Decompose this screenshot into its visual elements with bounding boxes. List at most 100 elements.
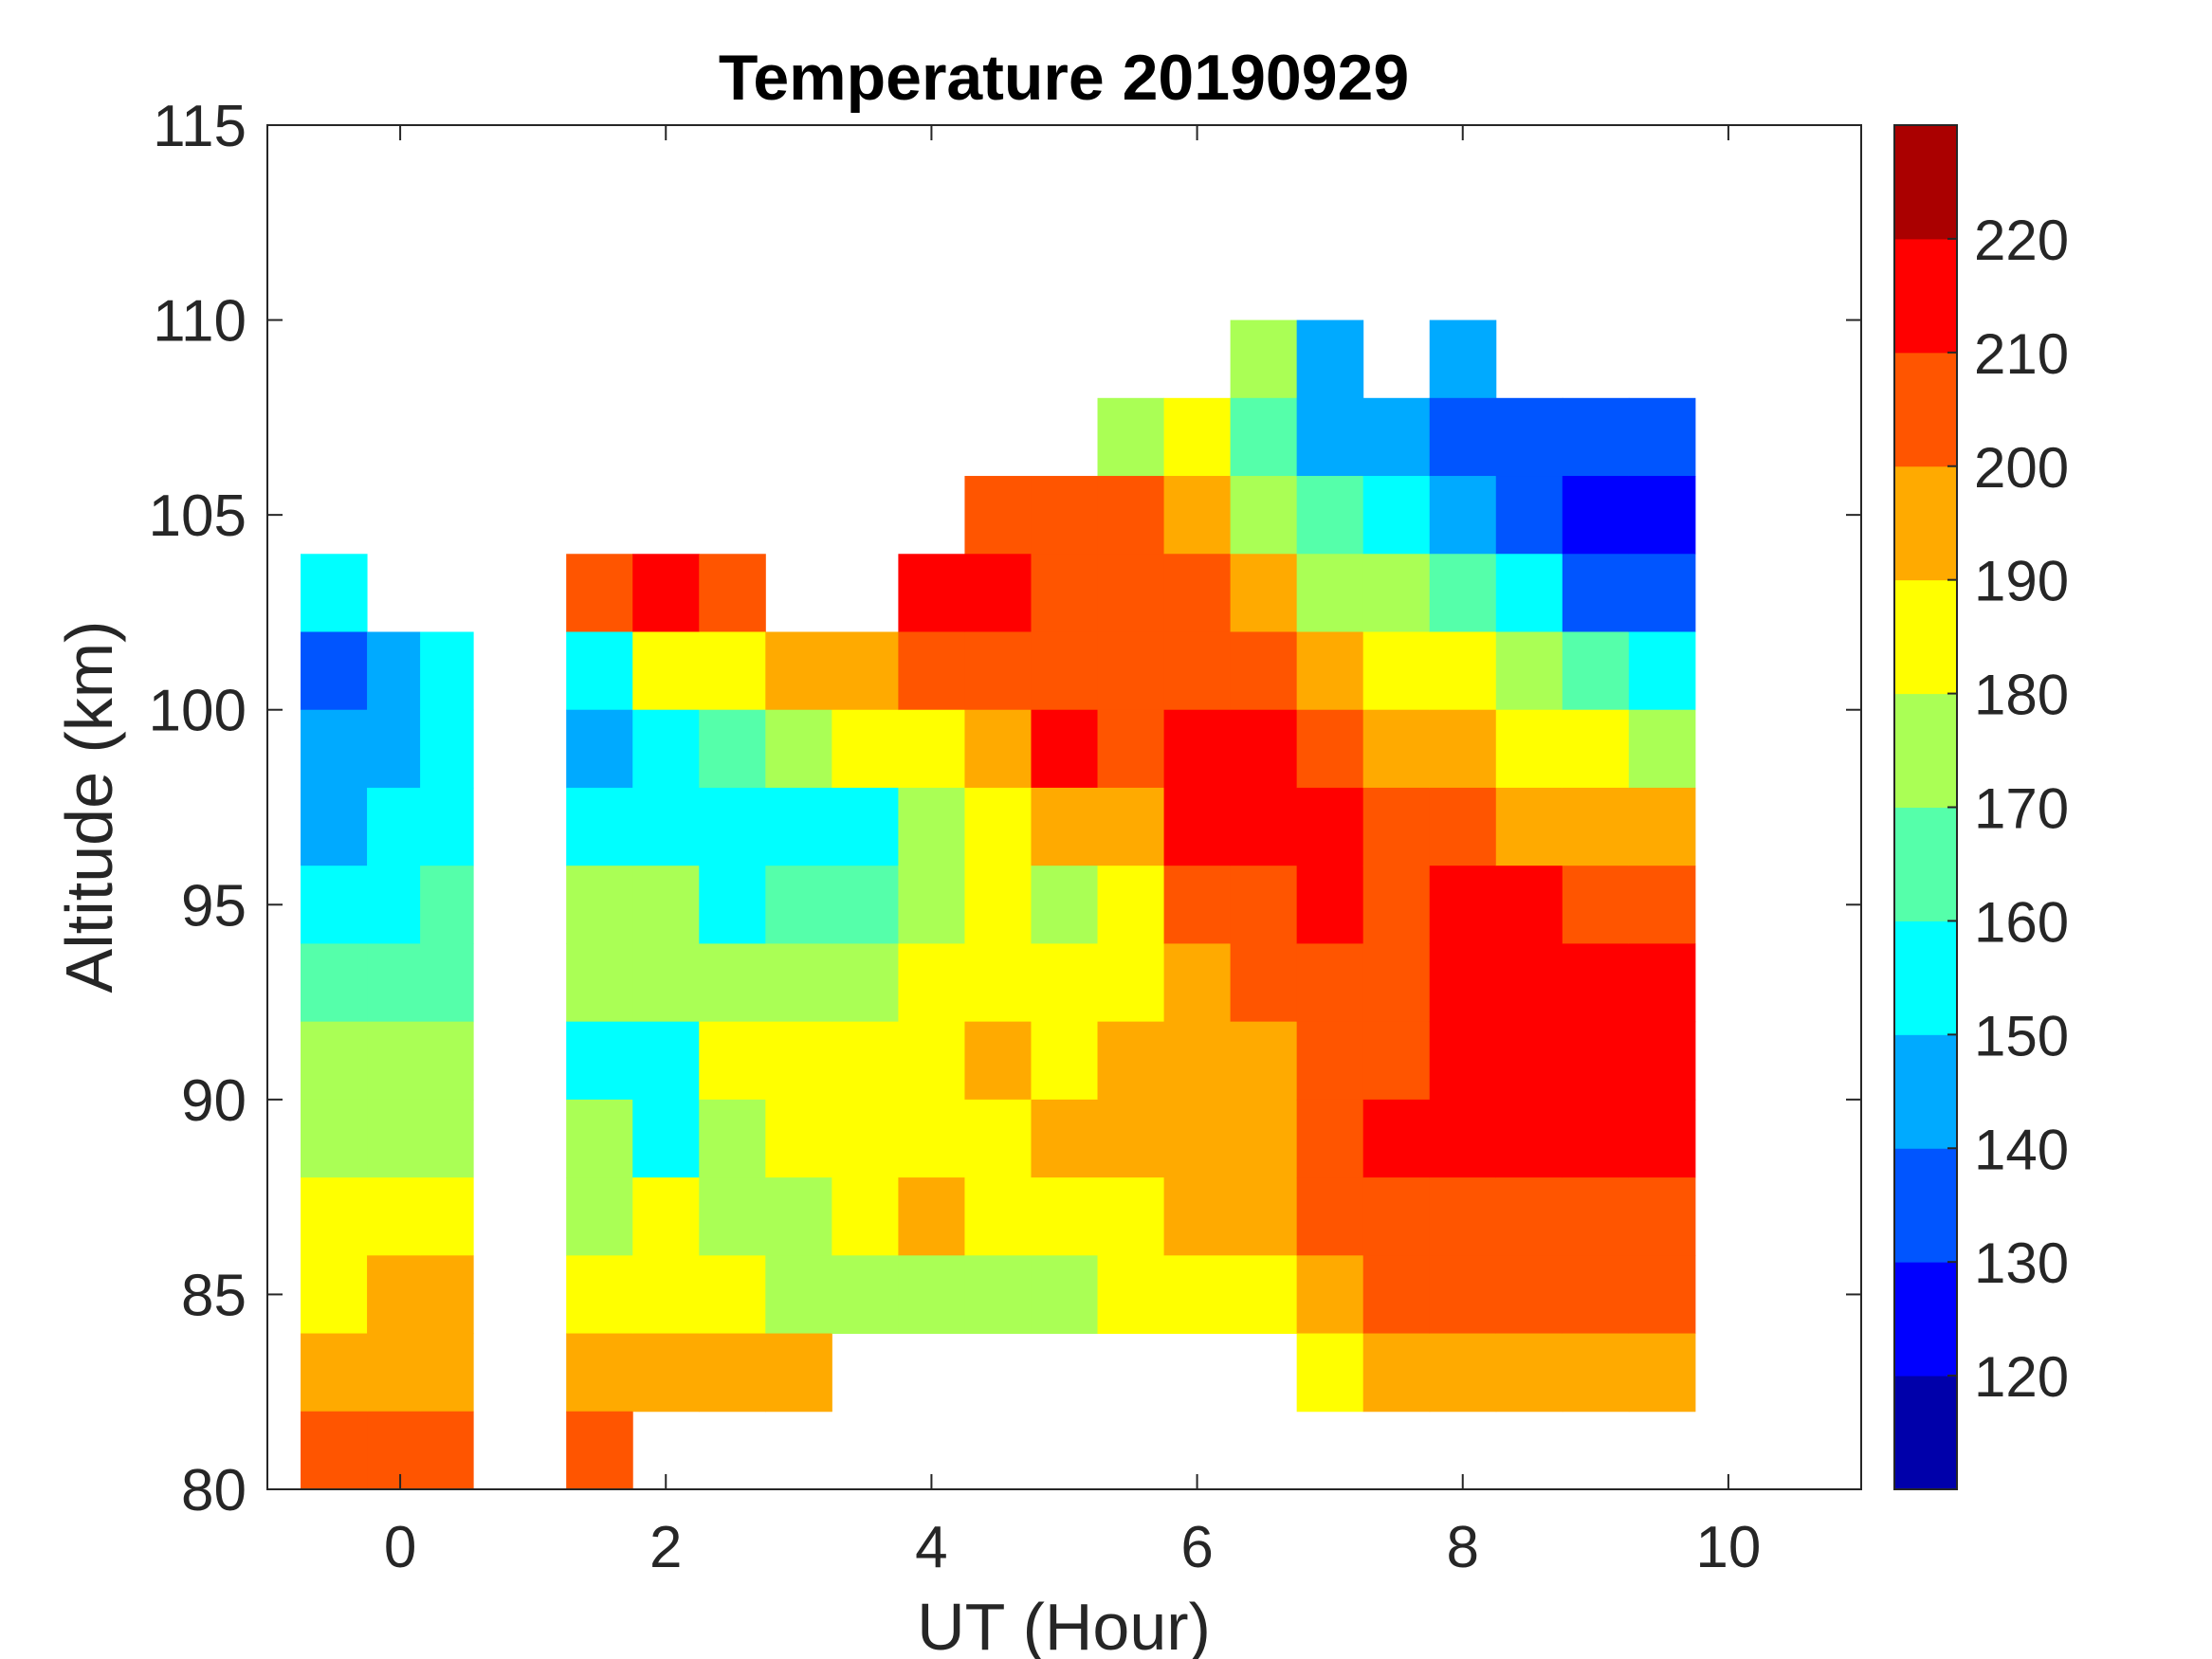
heatmap-cell <box>301 709 368 789</box>
heatmap-cell <box>367 943 421 1023</box>
heatmap-cell <box>1097 787 1165 866</box>
colorbar-segment <box>1894 238 1957 354</box>
heatmap-cell <box>1362 787 1431 866</box>
heatmap-cell <box>1362 943 1431 1023</box>
heatmap-cell <box>367 1333 421 1413</box>
heatmap-cell <box>566 1021 633 1101</box>
heatmap-cell <box>1562 397 1630 477</box>
x-tick-label: 0 <box>384 1515 416 1580</box>
heatmap-cell <box>765 631 832 711</box>
heatmap-cell <box>1031 476 1099 555</box>
heatmap-cell <box>832 1177 899 1256</box>
heatmap-cell <box>1230 319 1298 399</box>
heatmap-cell <box>367 787 421 866</box>
heatmap-cell <box>367 1255 421 1335</box>
heatmap-cell <box>1562 866 1630 944</box>
heatmap-cell <box>964 709 1032 789</box>
colorbar-segment <box>1894 1148 1957 1263</box>
heatmap-cell <box>566 554 633 632</box>
heatmap-cell <box>566 866 633 944</box>
heatmap-cell <box>1362 631 1431 711</box>
heatmap-cell <box>566 1333 633 1413</box>
x-tick-label: 10 <box>1695 1515 1761 1580</box>
colorbar-tick-label: 220 <box>1974 209 2069 272</box>
colorbar-tick-label: 170 <box>1974 777 2069 841</box>
heatmap-cell <box>1296 866 1364 944</box>
heatmap-cell <box>420 1099 474 1178</box>
heatmap-cell <box>1163 943 1232 1023</box>
colorbar-segment <box>1894 921 1957 1035</box>
heatmap-cell <box>699 1021 766 1101</box>
heatmap-cell <box>1562 554 1630 632</box>
colorbar-segment <box>1894 1262 1957 1376</box>
heatmap-cell <box>1097 709 1165 789</box>
heatmap-cell <box>1031 1021 1099 1101</box>
heatmap-cell <box>1362 1255 1431 1335</box>
heatmap-cell <box>1296 943 1364 1023</box>
colorbar-segment <box>1894 807 1957 921</box>
heatmap-cell <box>1097 866 1165 944</box>
heatmap-cell <box>1562 1177 1630 1256</box>
heatmap-cell <box>420 1021 474 1101</box>
heatmap-cell <box>765 943 832 1023</box>
heatmap-cell <box>1362 1021 1431 1101</box>
heatmap-cell <box>898 866 965 944</box>
colorbar-tick-label: 160 <box>1974 890 2069 954</box>
heatmap-cell <box>1296 1255 1364 1335</box>
heatmap-cell <box>1163 1177 1232 1256</box>
heatmap-cell <box>420 709 474 789</box>
heatmap-cell <box>566 631 633 711</box>
heatmap-cell <box>1495 554 1563 632</box>
heatmap-cell <box>1495 866 1563 944</box>
heatmap-cell <box>898 787 965 866</box>
heatmap-cell <box>1429 943 1497 1023</box>
heatmap-cell <box>699 1333 766 1413</box>
heatmap-cell <box>1230 397 1298 477</box>
heatmap-cell <box>1163 1255 1232 1335</box>
colorbar-tick-label: 180 <box>1974 664 2069 727</box>
heatmap-cell <box>1362 476 1431 555</box>
heatmap-cell <box>420 1177 474 1256</box>
heatmap-cell <box>699 554 766 632</box>
heatmap-cell <box>1429 1255 1497 1335</box>
y-tick-label: 95 <box>181 873 247 939</box>
colorbar-segment <box>1894 1034 1957 1149</box>
heatmap-cell <box>765 1099 832 1178</box>
heatmap-cell <box>964 866 1032 944</box>
heatmap-cell <box>1296 554 1364 632</box>
heatmap-cell <box>765 1333 832 1413</box>
heatmap-cell <box>1296 1021 1364 1101</box>
heatmap-cell <box>964 631 1032 711</box>
heatmap-cell <box>898 1099 965 1178</box>
heatmap-cell <box>1362 1099 1431 1178</box>
heatmap-cell <box>566 943 633 1023</box>
heatmap-cell <box>1230 1177 1298 1256</box>
heatmap-cell <box>1628 709 1696 789</box>
heatmap-cell <box>1163 1021 1232 1101</box>
heatmap-cell <box>898 709 965 789</box>
heatmap-cell <box>1097 943 1165 1023</box>
colorbar-segment <box>1894 579 1957 695</box>
heatmap-cell <box>1230 631 1298 711</box>
heatmap-cells <box>301 319 1696 1490</box>
heatmap-cell <box>1097 554 1165 632</box>
x-axis: 0 2 4 6 8 10 <box>384 125 1761 1580</box>
heatmap-cell <box>699 709 766 789</box>
heatmap-cell <box>1362 1177 1431 1256</box>
heatmap-cell <box>1562 1021 1630 1101</box>
heatmap-cell <box>1628 554 1696 632</box>
heatmap-cell <box>1097 1099 1165 1178</box>
heatmap-cell <box>1562 787 1630 866</box>
heatmap-cell <box>1495 943 1563 1023</box>
heatmap-cell <box>765 866 832 944</box>
heatmap-cell <box>1429 1099 1497 1178</box>
heatmap-cell <box>1628 1021 1696 1101</box>
heatmap-cell <box>1031 631 1099 711</box>
heatmap-cell <box>301 1099 368 1178</box>
heatmap-cell <box>566 787 633 866</box>
heatmap-cell <box>632 1177 700 1256</box>
heatmap-cell <box>1628 866 1696 944</box>
heatmap-cell <box>964 554 1032 632</box>
heatmap-cell <box>1031 866 1099 944</box>
heatmap-cell <box>632 787 700 866</box>
